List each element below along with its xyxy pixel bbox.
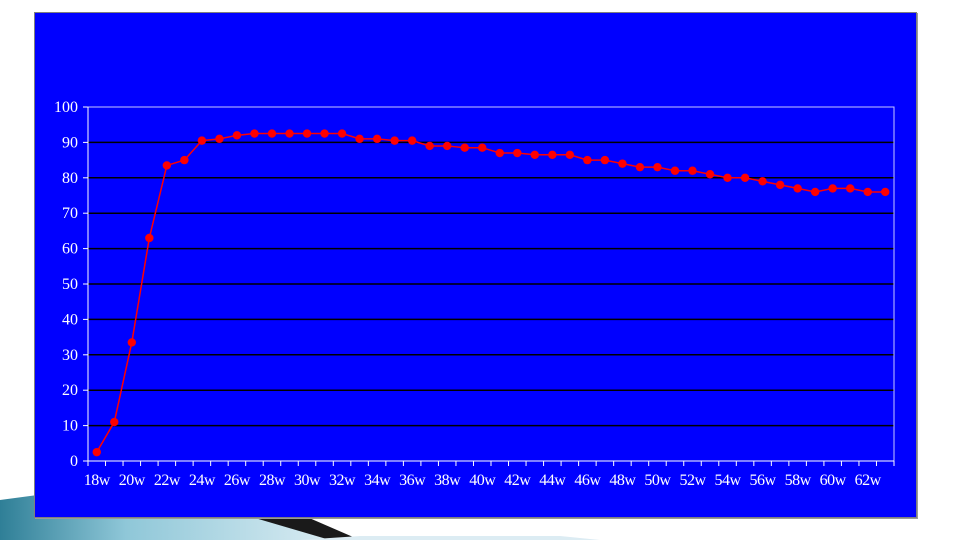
x-tick-label: 40w: [469, 472, 496, 489]
data-point: [442, 141, 452, 151]
data-point: [810, 187, 820, 197]
x-tick-label: 58w: [785, 472, 812, 489]
x-tick-label: 22w: [154, 472, 181, 489]
y-tick-label: 0: [70, 453, 78, 470]
data-point: [863, 187, 872, 197]
decor-dark-stroke: [255, 514, 360, 540]
x-tick-label: 52w: [679, 472, 706, 489]
x-tick-label: 36w: [399, 472, 426, 489]
y-tick-label: 70: [62, 205, 78, 222]
data-point: [337, 129, 347, 138]
x-tick-label: 38w: [434, 472, 461, 489]
data-point: [110, 417, 119, 427]
x-tick-label: 62w: [855, 472, 882, 489]
axes: [83, 106, 895, 466]
data-point: [460, 143, 469, 152]
x-tick-label: 44w: [539, 472, 566, 489]
line-chart: 0 10 20 30 40 50 60 70 80 90 100 18w 20w 22w 24w 26w 28…: [54, 99, 895, 489]
x-tick-label: 56w: [750, 472, 777, 489]
data-point: [530, 150, 540, 159]
data-point: [495, 148, 504, 158]
data-point: [723, 173, 732, 182]
data-point: [162, 161, 172, 170]
x-tick-label: 34w: [364, 472, 391, 489]
x-tick-label: 32w: [329, 472, 356, 489]
data-point: [215, 134, 224, 144]
data-point: [92, 447, 101, 457]
data-point: [390, 136, 399, 145]
data-point: [635, 162, 645, 172]
data-point: [758, 177, 767, 186]
y-axis-tick-labels: 0 10 20 30 40 50 60 70 80 90 100: [54, 99, 78, 470]
x-tick-label: 26w: [224, 472, 251, 489]
x-tick-label: 60w: [820, 472, 847, 489]
series-line: [96, 132, 886, 453]
data-point: [407, 136, 417, 145]
x-tick-label: 50w: [644, 472, 671, 489]
x-tick-label: 42w: [504, 472, 531, 489]
data-point: [653, 162, 662, 172]
y-tick-label: 60: [62, 241, 78, 258]
data-point: [355, 134, 364, 144]
gridlines: [88, 141, 894, 427]
data-point: [618, 159, 627, 168]
data-point: [425, 141, 434, 151]
y-tick-label: 40: [62, 311, 78, 328]
x-tick-label: 48w: [609, 472, 636, 489]
data-point: [793, 184, 802, 193]
y-tick-label: 90: [62, 134, 78, 151]
data-point: [285, 129, 294, 138]
x-axis-tick-labels: 18w 20w 22w 24w 26w 28w 30w 32w 34w 36w 38w 40w 42w 4…: [84, 472, 882, 489]
x-tick-label: 54w: [715, 472, 742, 489]
data-point: [845, 184, 855, 193]
data-point: [670, 166, 680, 175]
data-point: [127, 338, 137, 347]
data-point: [267, 129, 277, 138]
data-point: [302, 129, 312, 138]
data-point: [881, 187, 890, 197]
data-point: [705, 170, 715, 179]
data-point: [688, 166, 697, 175]
x-tick-label: 20w: [119, 472, 146, 489]
data-point: [583, 155, 592, 165]
x-tick-label: 46w: [574, 472, 601, 489]
x-tick-label: 28w: [259, 472, 286, 489]
data-point: [548, 150, 557, 159]
chart-frame: 0 10 20 30 40 50 60 70 80 90 100 18w 20w 22w 24w 26w 28…: [34, 12, 917, 518]
y-tick-label: 50: [62, 276, 78, 293]
data-point: [740, 173, 750, 182]
data-point: [250, 129, 259, 138]
y-tick-label: 10: [62, 418, 78, 435]
data-point: [232, 131, 242, 140]
data-point: [478, 143, 487, 152]
data-point: [197, 136, 207, 145]
y-tick-label: 30: [62, 347, 78, 364]
data-point: [775, 180, 785, 190]
x-tick-label: 30w: [294, 472, 321, 489]
data-point: [372, 134, 382, 144]
x-tick-label: 24w: [189, 472, 216, 489]
data-point: [180, 155, 189, 165]
x-tick-label: 18w: [84, 472, 111, 489]
data-point: [828, 184, 837, 193]
data-point: [320, 129, 329, 138]
y-tick-label: 100: [54, 99, 78, 116]
data-point: [565, 150, 575, 159]
y-tick-label: 80: [62, 170, 78, 187]
series: [92, 129, 890, 457]
y-tick-label: 20: [62, 382, 78, 399]
data-point: [513, 148, 522, 158]
data-point: [145, 233, 154, 243]
data-point: [600, 155, 610, 165]
decor-light-band: [300, 536, 600, 540]
